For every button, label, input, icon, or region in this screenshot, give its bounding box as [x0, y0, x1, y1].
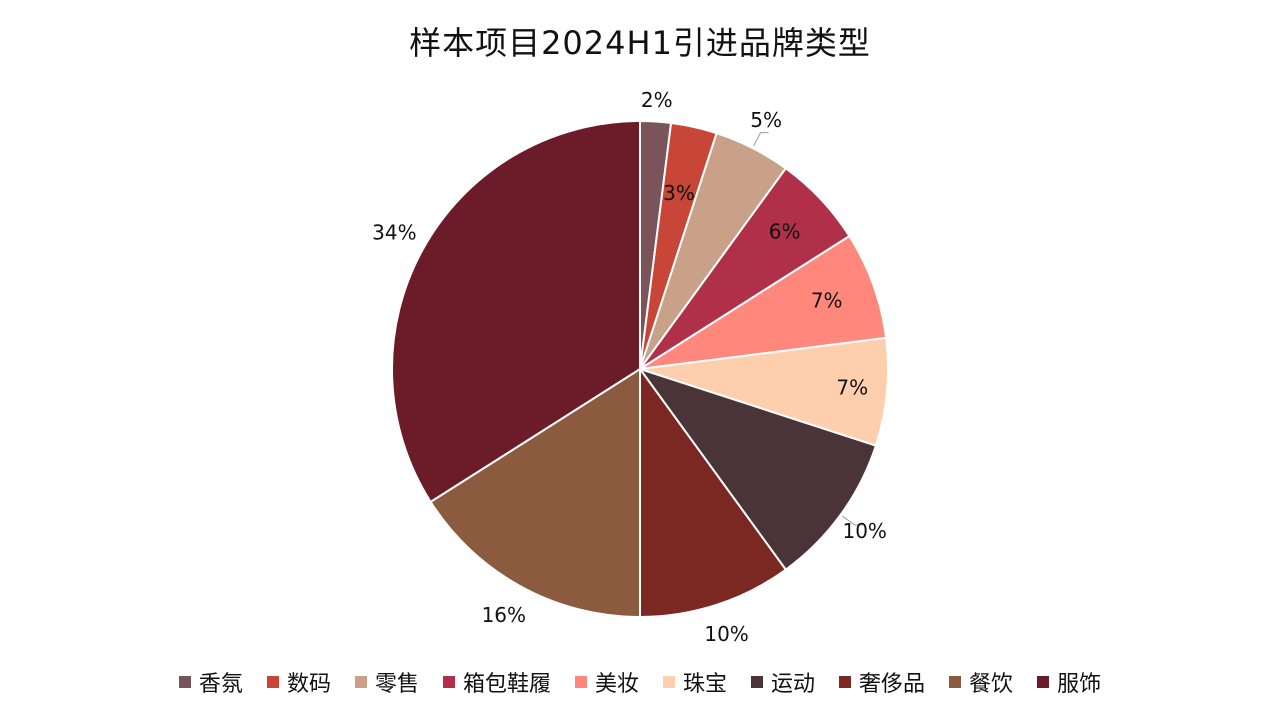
legend-label: 餐饮: [969, 672, 1014, 697]
legend: 香氛 数码 零售 箱包鞋履 美妆 珠宝 运动 奢侈品 餐饮 服饰: [0, 666, 1280, 698]
legend-swatch: [354, 676, 367, 688]
legend-item-5: 美妆: [574, 666, 639, 698]
legend-item-10: 服饰: [1037, 666, 1101, 698]
legend-item-4: 箱包鞋履: [442, 666, 551, 698]
pie-slice-8: [639, 365, 788, 619]
slice-label-9: 16%: [482, 603, 526, 627]
legend-item-1: 香氛: [178, 666, 243, 698]
legend-swatch: [839, 676, 852, 688]
legend-swatch: [949, 676, 962, 688]
pie-slice-9: [429, 367, 641, 619]
leader-line-7: [842, 515, 863, 526]
legend-swatch: [442, 676, 455, 688]
legend-label: 珠宝: [683, 672, 728, 697]
legend-label: 箱包鞋履: [462, 672, 551, 697]
slice-label-2: 3%: [663, 181, 695, 205]
legend-swatch: [178, 676, 191, 688]
legend-swatch: [663, 676, 675, 688]
pie-chart: 2% 3% 5% 6% 7% 7% 10% 10% 16% 34%: [372, 88, 889, 646]
leader-line-3: [753, 132, 769, 147]
legend-swatch: [751, 676, 764, 688]
legend-label: 美妆: [594, 672, 639, 697]
legend-swatch: [574, 676, 587, 688]
slice-label-4: 6%: [769, 220, 801, 244]
slice-labels: 2% 3% 5% 6% 7% 7% 10% 10% 16% 34%: [372, 88, 887, 646]
slice-label-8: 10%: [704, 622, 748, 646]
slice-label-1: 2%: [641, 88, 673, 112]
legend-item-6: 珠宝: [663, 666, 727, 698]
legend-swatch: [266, 676, 279, 688]
pie-slice-5: [639, 234, 888, 370]
legend-item-9: 餐饮: [949, 666, 1013, 698]
legend-label: 奢侈品: [859, 672, 926, 697]
slice-label-5: 7%: [811, 288, 843, 312]
chart-title: 样本项目2024H1引进品牌类型: [409, 24, 871, 62]
pie-slices: [391, 119, 889, 619]
slice-label-3: 5%: [750, 108, 782, 132]
legend-item-8: 奢侈品: [839, 666, 925, 698]
legend-item-7: 运动: [751, 666, 815, 698]
pie-slice-10: [391, 119, 641, 504]
legend-swatch: [1037, 676, 1050, 688]
pie-slice-7: [637, 367, 878, 572]
leader-lines: [753, 132, 863, 526]
slice-label-10: 34%: [372, 221, 416, 245]
slice-label-6: 7%: [836, 376, 868, 400]
legend-label: 运动: [771, 672, 816, 697]
pie-slice-6: [639, 336, 889, 447]
legend-label: 香氛: [198, 672, 243, 697]
legend-label: 零售: [374, 672, 419, 697]
legend-label: 服饰: [1057, 672, 1102, 697]
slice-label-7: 10%: [842, 519, 886, 543]
legend-item-3: 零售: [354, 666, 419, 698]
legend-label: 数码: [286, 672, 331, 697]
legend-item-2: 数码: [266, 666, 331, 698]
